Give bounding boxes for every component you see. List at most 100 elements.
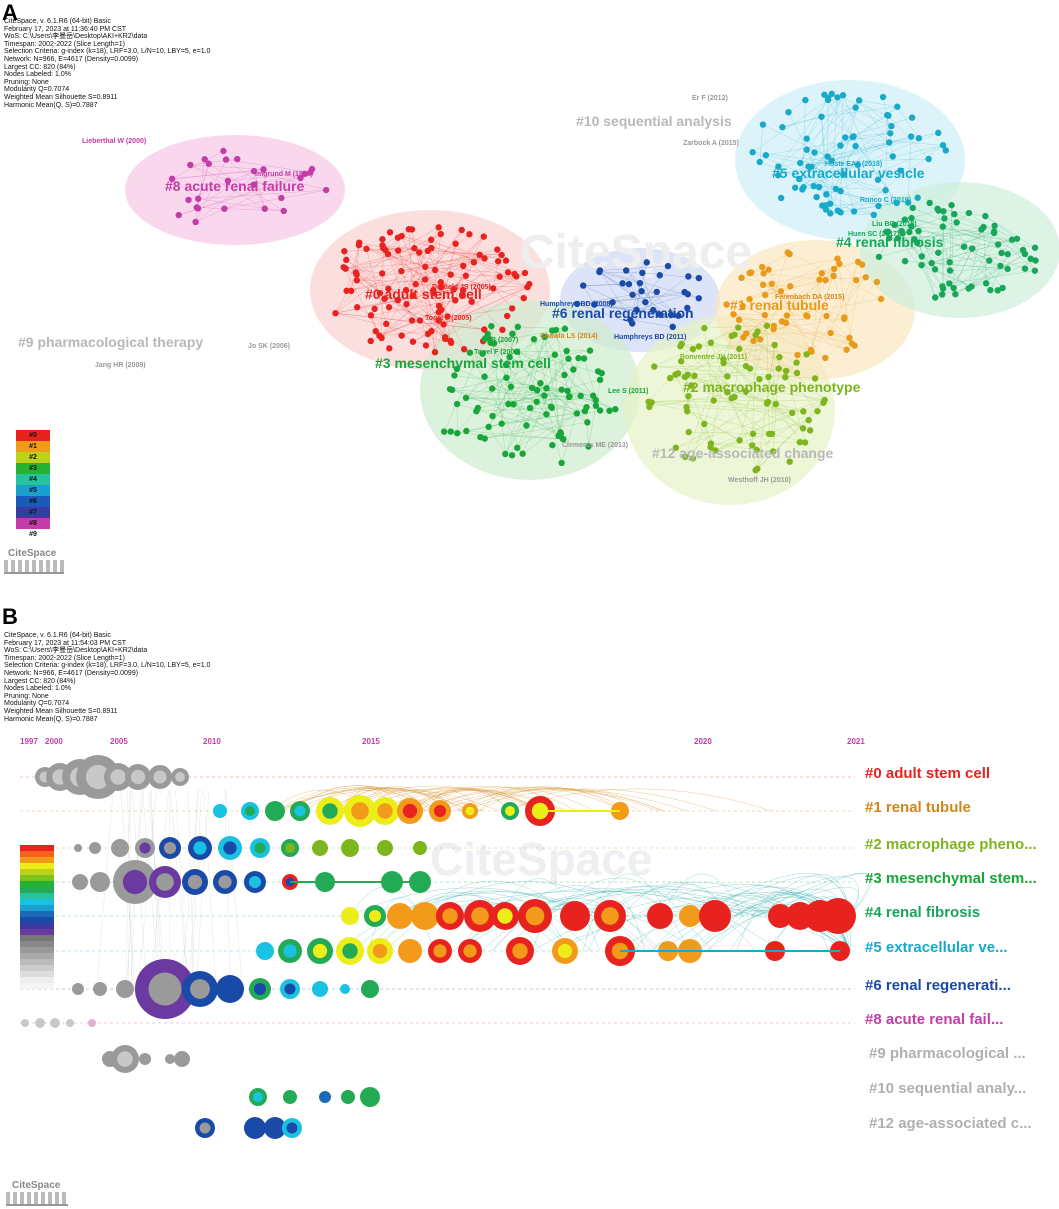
network-edge: [356, 258, 485, 281]
network-edge: [694, 375, 770, 435]
timeline-node: [361, 980, 379, 998]
network-node: [823, 312, 830, 320]
network-node: [528, 384, 536, 392]
network-node: [308, 165, 316, 173]
network-node: [627, 316, 634, 323]
network-node: [438, 306, 445, 314]
network-edge: [384, 250, 428, 299]
network-node: [802, 96, 809, 104]
network-node: [749, 430, 757, 438]
network-node: [205, 160, 212, 167]
network-node: [914, 194, 921, 201]
timeline-node-core: [377, 803, 393, 819]
network-node: [579, 282, 587, 289]
network-edge: [686, 406, 793, 414]
network-edge: [733, 314, 807, 316]
network-edge: [516, 351, 602, 374]
watermark-text: CiteSpace: [430, 833, 652, 885]
network-node: [453, 400, 461, 408]
network-edge: [253, 171, 265, 209]
network-edge: [830, 97, 838, 214]
network-edge: [456, 368, 537, 402]
network-node: [537, 379, 544, 387]
network-node: [858, 261, 866, 268]
network-node: [343, 256, 350, 264]
network-node: [261, 205, 268, 212]
network-node: [834, 255, 841, 262]
network-edge: [355, 272, 451, 342]
network-node: [684, 304, 691, 312]
network-node: [938, 291, 946, 298]
timeline-node: [341, 839, 359, 857]
network-node: [558, 459, 565, 467]
network-edge: [469, 352, 588, 423]
timeline-node: [35, 1018, 45, 1028]
network-edge: [536, 401, 585, 412]
timeline-node: [90, 872, 110, 892]
network-node: [884, 111, 891, 119]
network-edge: [786, 298, 882, 316]
network-edge: [765, 155, 801, 164]
network-edge: [831, 138, 919, 161]
timeline-arc: [500, 878, 578, 917]
network-node: [332, 310, 339, 317]
network-node: [746, 269, 753, 277]
metadata-line: CiteSpace, v. 6.1.R6 (64-bit) Basic: [4, 18, 111, 25]
network-node: [1021, 250, 1029, 258]
network-node: [815, 183, 823, 191]
cluster-label: #12 age-associated change: [652, 445, 834, 461]
timeline-node-core: [117, 1051, 133, 1067]
network-edge: [885, 115, 888, 191]
network-edge: [757, 402, 824, 469]
year-legend-swatch: [20, 971, 54, 977]
network-node: [746, 295, 753, 303]
network-node: [893, 199, 900, 207]
network-node: [421, 276, 429, 283]
timeline-node: [93, 982, 107, 996]
network-edge: [599, 271, 633, 295]
network-edge: [253, 184, 265, 209]
network-edge: [723, 359, 804, 429]
author-label: Togel F (2005): [425, 315, 472, 322]
network-edge: [849, 264, 863, 338]
year-tick-label: 2005: [110, 737, 128, 746]
network-node: [695, 343, 703, 350]
year-tick-label: 2000: [45, 737, 63, 746]
network-edge: [567, 390, 616, 410]
cluster-label: #1 renal tubule: [730, 297, 829, 313]
network-node: [444, 313, 451, 320]
network-node: [939, 142, 947, 149]
network-node: [437, 284, 445, 291]
timeline-arc: [368, 892, 543, 952]
network-edge: [811, 166, 886, 191]
network-edge: [813, 142, 890, 187]
network-edge: [345, 258, 485, 269]
network-node: [498, 251, 505, 259]
network-node: [968, 283, 975, 290]
network-node: [448, 386, 456, 394]
timeline-node: [88, 1019, 96, 1027]
network-edge: [934, 269, 972, 287]
network-edge: [431, 272, 526, 332]
network-node: [791, 184, 799, 191]
network-edge: [713, 331, 758, 401]
network-node: [908, 223, 915, 230]
network-node: [821, 91, 828, 98]
timeline-arc: [189, 789, 198, 1001]
network-node: [559, 435, 566, 442]
network-edge: [385, 249, 426, 280]
network-node: [877, 295, 885, 303]
network-node: [701, 324, 708, 332]
network-node: [565, 393, 573, 401]
network-node: [879, 93, 887, 101]
metadata-line: Harmonic Mean(Q, S)=0.7887: [4, 715, 98, 723]
network-node: [779, 123, 786, 131]
network-edge: [188, 170, 255, 201]
network-edge: [612, 291, 685, 303]
network-edge: [806, 98, 829, 139]
network-node: [485, 423, 492, 431]
network-edge: [889, 237, 915, 240]
network-node: [422, 263, 429, 270]
network-edge: [759, 124, 764, 162]
network-node: [394, 296, 402, 304]
